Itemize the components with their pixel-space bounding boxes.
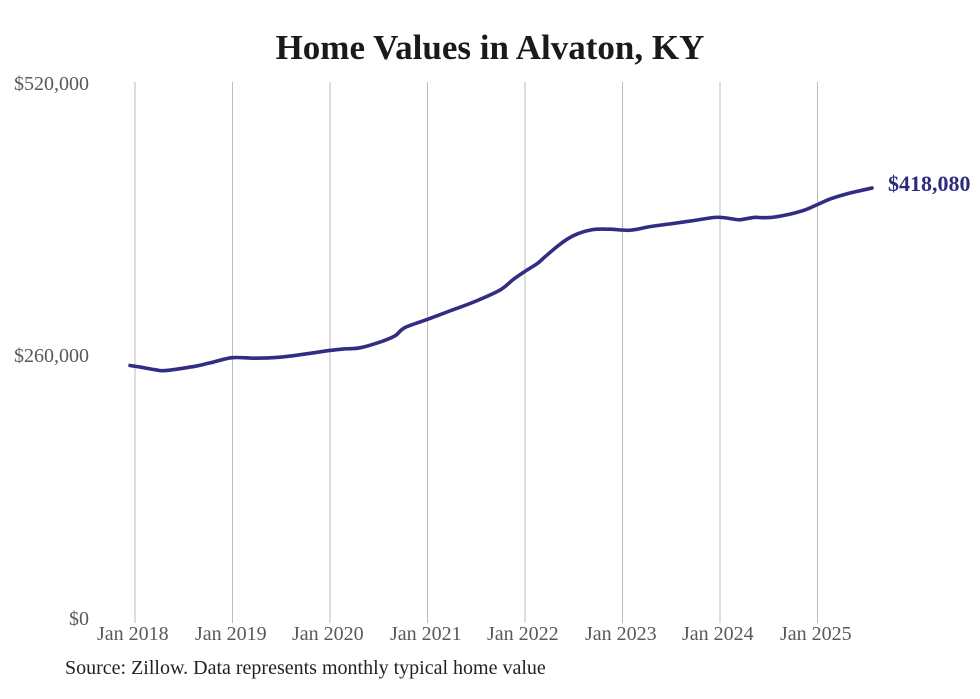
svg-text:Jan 2020: Jan 2020 [292,623,364,645]
svg-text:$418,080: $418,080 [888,171,971,196]
svg-text:$520,000: $520,000 [14,73,89,95]
svg-text:Jan 2022: Jan 2022 [487,623,559,645]
svg-text:Jan 2019: Jan 2019 [195,623,267,645]
svg-text:$260,000: $260,000 [14,345,89,367]
svg-text:Jan 2018: Jan 2018 [97,623,169,645]
svg-text:Jan 2024: Jan 2024 [682,623,754,645]
svg-text:Jan 2021: Jan 2021 [390,623,462,645]
svg-text:$0: $0 [69,608,89,630]
svg-text:Jan 2025: Jan 2025 [780,623,852,645]
svg-text:Jan 2023: Jan 2023 [585,623,657,645]
